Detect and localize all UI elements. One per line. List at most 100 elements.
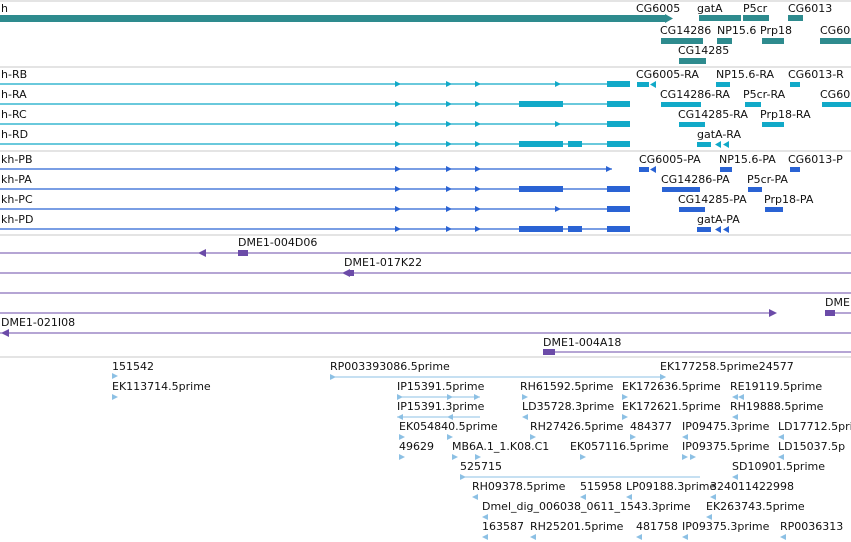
- transcript-track: h-RB h-RA h-RC h-RD CG6005-RA NP1: [0, 66, 851, 148]
- est-label: IP15391.3prime: [397, 400, 485, 413]
- est-label: RH09378.5prime: [472, 480, 566, 493]
- protein-exon[interactable]: [519, 226, 563, 232]
- est-label: 163587: [482, 520, 524, 533]
- protein-exon[interactable]: [607, 226, 630, 232]
- gene-label: CG14285: [678, 44, 729, 57]
- est-label: RP0036313: [780, 520, 843, 533]
- transcript-exon[interactable]: [607, 81, 630, 87]
- est-label: LD35728.3prime: [522, 400, 614, 413]
- gene-label: CG6005: [636, 2, 680, 15]
- clone-label: DME: [825, 296, 850, 309]
- gene-feature[interactable]: [679, 58, 706, 64]
- est-label: LD15037.5p: [778, 440, 845, 453]
- clone-label: DME1-004D06: [238, 236, 317, 249]
- transcript-exon[interactable]: [568, 141, 582, 147]
- est-label: EK057116.5prime: [570, 440, 669, 453]
- gene-label: gatA: [697, 2, 723, 15]
- est-label: 515958: [580, 480, 622, 493]
- est-label: IP09475.3prime: [682, 420, 770, 433]
- transcript-label: CG6005-RA: [636, 68, 699, 81]
- est-label: EK172621.5prime: [622, 400, 721, 413]
- est-label: MB6A.1_1.K08.C1: [452, 440, 549, 453]
- protein-exon[interactable]: [607, 206, 630, 212]
- est-label: RH19888.5prime: [730, 400, 824, 413]
- est-label: RE19119.5prime: [730, 380, 822, 393]
- gene-arrow-icon: [665, 14, 673, 23]
- protein-exon[interactable]: [607, 186, 630, 192]
- protein-label: CG6005-PA: [639, 153, 701, 166]
- gene-label: CG14286: [660, 24, 711, 37]
- est-label: IP09375.5prime: [682, 440, 770, 453]
- est-label: EK263743.5prime: [706, 500, 805, 513]
- transcript-label: CG6013-R: [788, 68, 844, 81]
- transcript-exon[interactable]: [519, 101, 563, 107]
- est-track: 151542 RP003393086.5prime EK177258.5prim…: [0, 356, 851, 540]
- transcript-label: CG14286-RA: [660, 88, 730, 101]
- gene-label: CG60: [820, 24, 850, 37]
- gene-label: P5cr: [743, 2, 768, 15]
- est-label: 49629: [399, 440, 434, 453]
- transcript-exon[interactable]: [519, 141, 563, 147]
- est-label: 484377: [630, 420, 672, 433]
- est-label: 525715: [460, 460, 502, 473]
- gene-track: h CG6005 gatA P5cr CG6013 CG14286 NP15.6…: [0, 0, 851, 64]
- transcript-label: P5cr-RA: [743, 88, 786, 101]
- gene-feature[interactable]: [661, 38, 703, 44]
- est-label: LD17712.5pri: [778, 420, 851, 433]
- est-label: 324011422998: [710, 480, 794, 493]
- est-label: RH25201.5prime: [530, 520, 624, 533]
- gene-feature[interactable]: [699, 15, 741, 21]
- transcript-label-left: h-RB: [1, 68, 27, 81]
- est-label: RH27426.5prime: [530, 420, 624, 433]
- gene-h[interactable]: [0, 15, 665, 22]
- est-label: 481758: [636, 520, 678, 533]
- transcript-exon[interactable]: [607, 101, 630, 107]
- est-label: IP15391.5prime: [397, 380, 485, 393]
- gene-feature[interactable]: [743, 15, 769, 21]
- transcript-label: gatA-RA: [697, 128, 741, 141]
- clone-label: DME1-021I08: [1, 316, 75, 329]
- protein-label-left: kh-PC: [1, 193, 33, 206]
- gene-feature[interactable]: [820, 38, 851, 44]
- transcript-label: NP15.6-RA: [716, 68, 775, 81]
- clone-label: DME1-004A18: [543, 336, 621, 349]
- est-label: IP09375.3prime: [682, 520, 770, 533]
- protein-label: NP15.6-PA: [719, 153, 776, 166]
- transcript-label: CG14285-RA: [678, 108, 748, 121]
- est-label: RH61592.5prime: [520, 380, 614, 393]
- protein-label-left: kh-PB: [1, 153, 33, 166]
- protein-label-left: kh-PA: [1, 173, 32, 186]
- transcript-exon[interactable]: [607, 141, 630, 147]
- est-label: 151542: [112, 360, 154, 373]
- gene-feature[interactable]: [788, 15, 803, 21]
- transcript-exon[interactable]: [607, 121, 630, 127]
- protein-exon[interactable]: [519, 186, 563, 192]
- gene-feature[interactable]: [762, 38, 784, 44]
- transcript-label: CG60: [820, 88, 850, 101]
- protein-label: gatA-PA: [697, 213, 740, 226]
- est-label: SD10901.5prime: [732, 460, 825, 473]
- est-label: EK172636.5prime: [622, 380, 721, 393]
- gene-label: NP15.6: [717, 24, 756, 37]
- protein-label: CG14285-PA: [678, 193, 747, 206]
- protein-exon[interactable]: [568, 226, 582, 232]
- est-label: LP09188.3prime: [626, 480, 717, 493]
- est-label: RP003393086.5prime: [330, 360, 450, 373]
- gene-label: Prp18: [760, 24, 792, 37]
- est-label: Dmel_dig_006038_0611_1543.3prime: [482, 500, 691, 513]
- est-label: EK113714.5prime: [112, 380, 211, 393]
- gene-feature[interactable]: [717, 38, 732, 44]
- protein-label-left: kh-PD: [1, 213, 33, 226]
- est-label: EK177258.5prime24577: [660, 360, 794, 373]
- protein-label: CG6013-P: [788, 153, 843, 166]
- clone-track: DME1-004D06 DME1-017K22 DME DME1-021I08 …: [0, 234, 851, 355]
- transcript-label-left: h-RC: [1, 108, 27, 121]
- protein-label: P5cr-PA: [747, 173, 788, 186]
- gene-feature[interactable]: [637, 15, 654, 21]
- protein-label: Prp18-PA: [764, 193, 814, 206]
- gene-label-left: h: [1, 2, 8, 15]
- protein-label: CG14286-PA: [661, 173, 730, 186]
- transcript-label-left: h-RD: [1, 128, 28, 141]
- est-label: EK054840.5prime: [399, 420, 498, 433]
